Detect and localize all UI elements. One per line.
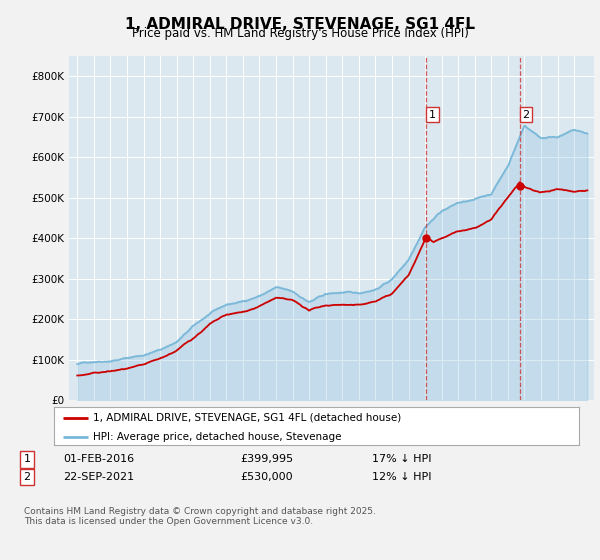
Text: £530,000: £530,000 (240, 472, 293, 482)
Text: 17% ↓ HPI: 17% ↓ HPI (372, 454, 431, 464)
Text: £399,995: £399,995 (240, 454, 293, 464)
Text: Contains HM Land Registry data © Crown copyright and database right 2025.
This d: Contains HM Land Registry data © Crown c… (24, 507, 376, 526)
Text: 1: 1 (429, 110, 436, 119)
Text: 22-SEP-2021: 22-SEP-2021 (63, 472, 134, 482)
Text: Price paid vs. HM Land Registry's House Price Index (HPI): Price paid vs. HM Land Registry's House … (131, 27, 469, 40)
Text: 1: 1 (23, 454, 31, 464)
Text: 2: 2 (522, 110, 529, 119)
Text: 1, ADMIRAL DRIVE, STEVENAGE, SG1 4FL (detached house): 1, ADMIRAL DRIVE, STEVENAGE, SG1 4FL (de… (94, 413, 401, 423)
Text: 1, ADMIRAL DRIVE, STEVENAGE, SG1 4FL: 1, ADMIRAL DRIVE, STEVENAGE, SG1 4FL (125, 17, 475, 32)
Text: 2: 2 (23, 472, 31, 482)
Text: HPI: Average price, detached house, Stevenage: HPI: Average price, detached house, Stev… (94, 432, 342, 442)
Text: 12% ↓ HPI: 12% ↓ HPI (372, 472, 431, 482)
Text: 01-FEB-2016: 01-FEB-2016 (63, 454, 134, 464)
